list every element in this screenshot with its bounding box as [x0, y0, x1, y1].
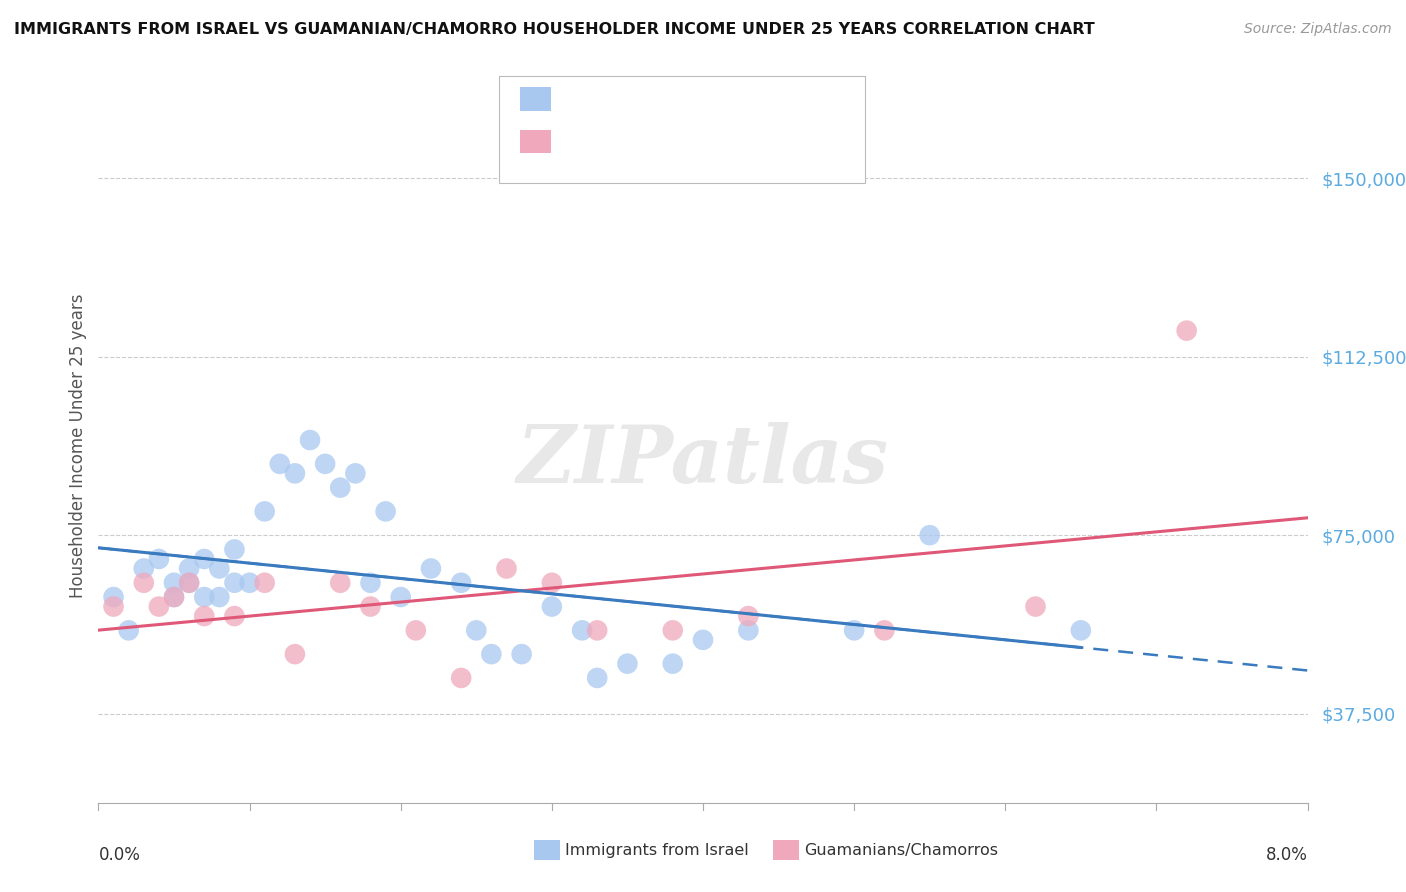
Text: R =  0.443   N =  21: R = 0.443 N = 21 — [558, 133, 725, 151]
Point — [103, 590, 125, 604]
Point — [132, 575, 155, 590]
Point — [737, 624, 759, 638]
Point — [284, 467, 307, 481]
Point — [208, 590, 231, 604]
Point — [299, 433, 322, 447]
Point — [148, 599, 170, 614]
Point — [163, 590, 186, 604]
Point — [344, 467, 367, 481]
Text: Source: ZipAtlas.com: Source: ZipAtlas.com — [1244, 22, 1392, 37]
Point — [148, 552, 170, 566]
Point — [692, 632, 714, 647]
Point — [132, 561, 155, 575]
Point — [239, 575, 262, 590]
Point — [224, 575, 246, 590]
Point — [193, 609, 215, 624]
Point — [269, 457, 291, 471]
Point — [163, 590, 186, 604]
Point — [103, 599, 125, 614]
Point — [179, 575, 201, 590]
Point — [314, 457, 336, 471]
Point — [193, 590, 215, 604]
Point — [224, 542, 246, 557]
Point — [540, 599, 562, 614]
Point — [179, 561, 201, 575]
Y-axis label: Householder Income Under 25 years: Householder Income Under 25 years — [69, 293, 87, 599]
Point — [329, 575, 352, 590]
Point — [208, 561, 231, 575]
Text: R =  0.185   N = 40: R = 0.185 N = 40 — [558, 90, 720, 108]
Point — [586, 671, 609, 685]
Point — [389, 590, 412, 604]
Point — [540, 575, 562, 590]
Text: 0.0%: 0.0% — [98, 846, 141, 863]
Point — [284, 647, 307, 661]
Point — [253, 504, 276, 518]
Point — [481, 647, 503, 661]
Point — [224, 609, 246, 624]
Point — [450, 575, 472, 590]
Point — [1070, 624, 1092, 638]
Point — [737, 609, 759, 624]
Point — [465, 624, 488, 638]
Text: IMMIGRANTS FROM ISRAEL VS GUAMANIAN/CHAMORRO HOUSEHOLDER INCOME UNDER 25 YEARS C: IMMIGRANTS FROM ISRAEL VS GUAMANIAN/CHAM… — [14, 22, 1095, 37]
Point — [329, 481, 352, 495]
Point — [918, 528, 941, 542]
Point — [360, 599, 382, 614]
Point — [495, 561, 517, 575]
Point — [405, 624, 427, 638]
Text: 8.0%: 8.0% — [1265, 846, 1308, 863]
Point — [374, 504, 396, 518]
Point — [1175, 324, 1198, 338]
Point — [118, 624, 141, 638]
Point — [450, 671, 472, 685]
Point — [193, 552, 215, 566]
Text: Immigrants from Israel: Immigrants from Israel — [565, 843, 749, 857]
Point — [179, 575, 201, 590]
Point — [873, 624, 896, 638]
Point — [661, 657, 683, 671]
Point — [360, 575, 382, 590]
Point — [163, 575, 186, 590]
Point — [661, 624, 683, 638]
Point — [510, 647, 533, 661]
Text: ZIPatlas: ZIPatlas — [517, 422, 889, 499]
Point — [1025, 599, 1047, 614]
Point — [571, 624, 593, 638]
Point — [844, 624, 866, 638]
Point — [420, 561, 443, 575]
Text: Guamanians/Chamorros: Guamanians/Chamorros — [804, 843, 998, 857]
Point — [616, 657, 638, 671]
Point — [586, 624, 609, 638]
Point — [253, 575, 276, 590]
